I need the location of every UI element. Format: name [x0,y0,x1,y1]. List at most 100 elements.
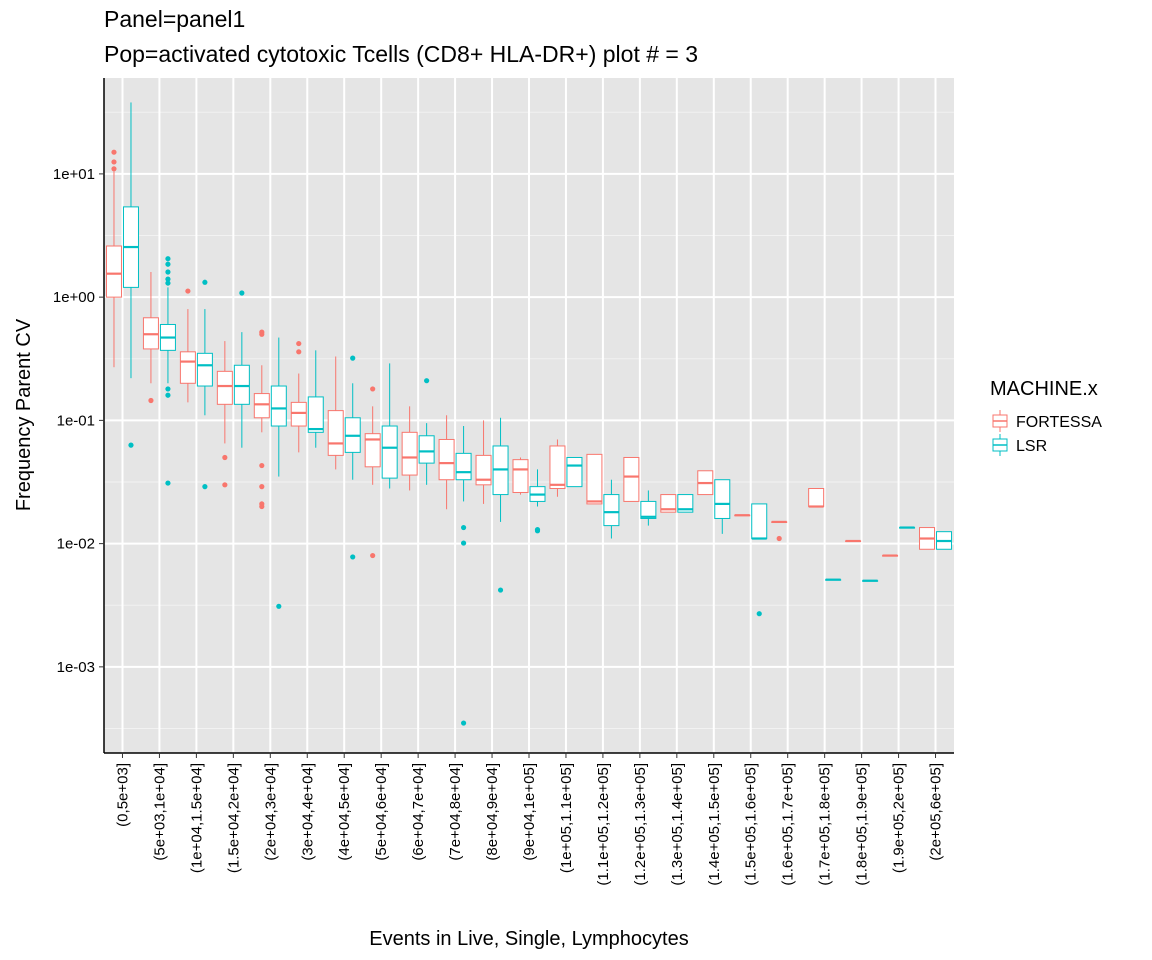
outlier-point [350,355,356,361]
box-fortessa-7 [364,386,381,559]
y-axis: 1e+01 1e+00 1e-01 1e-02 1e-03 [53,166,104,676]
outlier-point [128,442,134,448]
outlier-point [202,279,208,285]
outlier-point [165,276,171,282]
box-lsr-9 [455,426,472,726]
x-tick-label: (1.7e+05,1.8e+05] [817,763,834,886]
box-iqr [381,425,398,479]
box-lsr-14 [640,490,657,526]
legend-label: FORTESSA [1016,414,1102,431]
outlier-point [259,462,265,469]
x-tick-label: (1.6e+05,1.7e+05] [780,763,797,886]
y-axis-title: Frequency Parent CV [13,318,35,511]
x-tick-label: (1e+04,1.5e+04] [188,763,205,873]
y-tick-label: 1e+01 [53,166,95,183]
box-lsr-6 [344,355,361,560]
outlier-point [165,480,171,486]
box-iqr [270,385,287,427]
box-lsr-1 [159,256,176,486]
y-tick-label: 1e-01 [57,412,95,429]
box-lsr-12 [566,456,583,488]
box-fortessa-12 [549,439,566,497]
box-lsr-16 [714,479,731,534]
box-iqr [808,488,825,508]
box-lsr-19 [825,578,842,581]
box-iqr [105,245,122,298]
outlier-point [424,378,430,384]
box-fortessa-20 [845,539,862,543]
box-iqr [216,370,233,405]
x-tick-label: (1.5e+05,1.6e+05] [743,763,760,886]
outlier-point [111,149,117,155]
box-iqr [253,393,270,419]
x-tick-label: (1.4e+05,1.5e+05] [706,763,723,886]
box-iqr [290,401,307,427]
legend-item-lsr: LSR [992,434,1047,456]
box-iqr [549,445,566,490]
box-lsr-13 [603,479,620,539]
x-tick-label: (1.9e+05,2e+05] [891,763,908,873]
box-fortessa-16 [697,470,714,496]
outlier-point [497,587,504,593]
x-tick-label: (5e+04,6e+04] [373,763,390,861]
outlier-point [370,386,376,392]
box-iqr [714,479,731,519]
x-tick-label: (1e+05,1.1e+05] [558,763,575,873]
grid-major [104,78,954,753]
outlier-point [259,503,265,510]
outlier-point [259,484,265,490]
box-fortessa-4 [253,329,270,510]
box-lsr-10 [492,417,509,593]
box-iqr [438,438,455,481]
box-fortessa-0 [105,149,122,368]
outlier-point [296,349,302,355]
outlier-point [148,397,154,404]
y-tick-label: 1e+00 [53,289,95,306]
x-tick-label: (1.8e+05,1.9e+05] [854,763,871,886]
box-fortessa-9 [438,415,455,510]
box-lsr-4 [270,337,287,609]
outlier-point [534,528,541,534]
x-tick-label: (4e+04,5e+04] [336,763,353,861]
outlier-point [296,340,302,347]
box-fortessa-1 [142,271,159,404]
outlier-point [460,540,467,546]
box-lsr-3 [233,290,250,448]
box-fortessa-13 [586,453,603,505]
box-fortessa-11 [512,457,529,495]
outlier-point [165,386,171,392]
box-lsr-20 [862,579,879,582]
x-tick-label: (1.1e+05,1.2e+05] [595,763,612,886]
box-fortessa-15 [660,494,677,513]
box-iqr [179,351,196,384]
plot-panel [104,78,954,753]
box-iqr [233,364,250,405]
box-fortessa-21 [882,554,899,557]
outlier-point [111,159,117,165]
box-fortessa-19 [808,488,825,508]
x-axis-title: Events in Live, Single, Lymphocytes [369,928,688,950]
x-tick-label: (1.5e+04,2e+04] [225,763,242,873]
x-tick-label: (8e+04,9e+04] [484,763,501,861]
outlier-point [185,288,191,294]
box-fortessa-3 [216,341,233,488]
box-iqr [327,410,344,456]
x-tick-label: (2e+04,3e+04] [262,763,279,861]
chart-title: Panel=panel1 [104,6,245,32]
box-iqr [401,431,418,476]
box-iqr [640,500,657,519]
box-iqr [418,435,435,464]
box-fortessa-6 [327,356,344,470]
box-iqr [677,494,694,513]
box-fortessa-18 [771,520,788,542]
outlier-point [460,720,467,726]
outlier-point [756,611,762,617]
box-fortessa-14 [623,456,640,502]
outlier-point [276,603,282,609]
x-tick-label: (0,5e+03] [114,763,131,827]
y-tick-label: 1e-02 [57,536,95,553]
box-iqr [751,503,768,540]
x-tick-label: (1.3e+05,1.4e+05] [669,763,686,886]
box-fortessa-5 [290,340,307,453]
